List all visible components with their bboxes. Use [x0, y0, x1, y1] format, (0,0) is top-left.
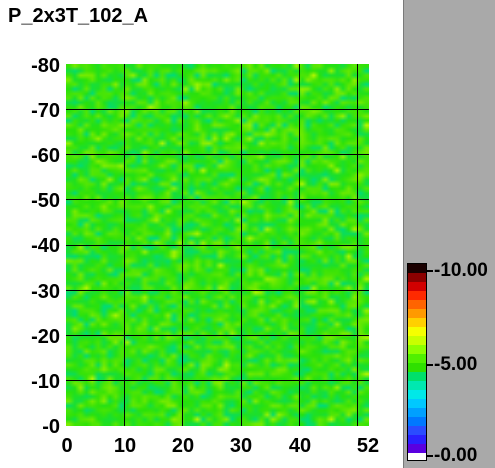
grid-line [66, 245, 369, 246]
colorbar-segment [408, 426, 426, 436]
colorbar-segment [408, 273, 426, 283]
colorbar-segment [408, 390, 426, 400]
heatmap-plot [66, 64, 369, 426]
colorbar-segment [408, 372, 426, 382]
colorbar-segment [408, 363, 426, 373]
colorbar-segment [408, 345, 426, 355]
y-tick-label: -10 [31, 371, 60, 393]
x-tick-label: 10 [113, 435, 137, 457]
y-tick-label: -20 [31, 326, 60, 348]
colorbar-segment [408, 381, 426, 391]
grid-line [66, 154, 369, 155]
colorbar-label-mid: -5.00 [434, 354, 478, 375]
y-tick-label: -70 [31, 100, 60, 122]
y-tick-label: -60 [31, 145, 60, 167]
colorbar [407, 263, 427, 461]
grid-line [66, 199, 369, 200]
x-tick-label: 40 [288, 435, 312, 457]
colorbar-label-min: -0.00 [434, 445, 478, 466]
x-tick-label: 30 [229, 435, 253, 457]
x-tick-label: 20 [171, 435, 195, 457]
grid-line [66, 290, 369, 291]
colorbar-segment [408, 408, 426, 418]
colorbar-tick [427, 364, 433, 366]
grid-line [66, 335, 369, 336]
y-tick-label: -0 [42, 416, 60, 438]
colorbar-segment [408, 318, 426, 328]
colorbar-segment [408, 309, 426, 319]
x-tick-label: 52 [356, 435, 380, 457]
y-tick-label: -80 [31, 55, 60, 77]
chart-title: P_2x3T_102_A [8, 5, 149, 27]
grid-line [66, 380, 369, 381]
colorbar-segment [408, 264, 426, 274]
grid-line [66, 109, 369, 110]
x-tick-label: 0 [61, 435, 73, 457]
colorbar-segment [408, 336, 426, 346]
colorbar-segment [408, 354, 426, 364]
y-tick-label: -40 [31, 235, 60, 257]
colorbar-segment [408, 327, 426, 337]
y-tick-label: -30 [31, 281, 60, 303]
colorbar-segment [408, 282, 426, 292]
colorbar-segment [408, 444, 426, 454]
y-tick-label: -50 [31, 190, 60, 212]
colorbar-label-max: -10.00 [434, 260, 488, 281]
colorbar-segment [408, 417, 426, 427]
colorbar-segment [408, 300, 426, 310]
colorbar-tick [427, 270, 433, 272]
colorbar-tick [427, 455, 433, 457]
colorbar-segment [408, 399, 426, 409]
colorbar-segment [408, 291, 426, 301]
colorbar-segment [408, 453, 426, 460]
colorbar-segment [408, 435, 426, 445]
